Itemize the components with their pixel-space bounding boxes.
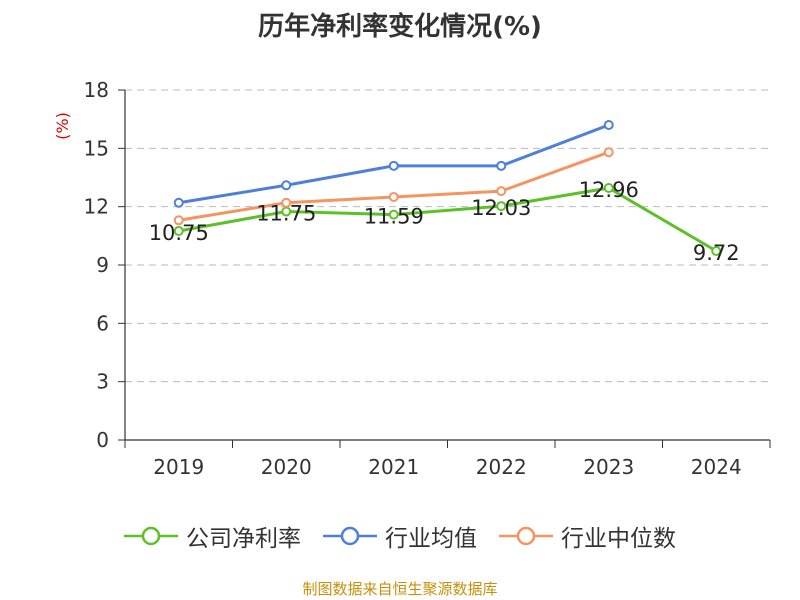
data-point-series-1 xyxy=(603,183,614,193)
legend-item-industry-median[interactable]: 行业中位数 xyxy=(499,519,676,553)
data-point-series-3 xyxy=(388,191,399,202)
legend-label: 行业均值 xyxy=(385,526,477,552)
data-label: 9.72 xyxy=(693,241,740,265)
data-label: 12.03 xyxy=(471,196,531,220)
data-label: 10.75 xyxy=(149,221,209,245)
y-tick-label: 12 xyxy=(84,195,109,219)
data-point-series-1 xyxy=(388,209,399,220)
x-tick-label: 2020 xyxy=(261,455,312,479)
legend-line-marker-icon xyxy=(124,526,178,546)
data-point-series-1 xyxy=(496,201,507,212)
x-tick-label: 2023 xyxy=(583,455,634,479)
y-tick-label: 9 xyxy=(96,253,109,277)
y-tick-label: 15 xyxy=(84,136,109,160)
data-point-series-2 xyxy=(603,120,614,130)
chart-title: 历年净利率变化情况(%) xyxy=(258,12,542,42)
data-point-series-3 xyxy=(496,186,507,197)
x-tick-label: 2024 xyxy=(691,455,742,479)
x-tick-label: 2021 xyxy=(368,455,419,479)
legend-line-marker-icon xyxy=(499,526,553,546)
data-point-series-2 xyxy=(388,160,399,171)
data-point-series-2 xyxy=(173,197,184,208)
source-note: 制图数据来自恒生聚源数据库 xyxy=(302,580,498,598)
data-label: 11.75 xyxy=(256,202,316,226)
legend-line-marker-icon xyxy=(323,526,377,546)
data-point-series-1 xyxy=(173,225,184,236)
y-tick-label: 18 xyxy=(84,78,109,102)
data-point-series-2 xyxy=(281,180,292,191)
x-tick-label: 2022 xyxy=(476,455,527,479)
data-point-series-3 xyxy=(281,197,292,208)
x-tick-label: 2019 xyxy=(153,455,204,479)
y-tick-label: 0 xyxy=(96,428,109,452)
data-point-series-3 xyxy=(173,215,184,226)
legend-label: 行业中位数 xyxy=(561,526,676,552)
y-tick-label: 3 xyxy=(96,370,109,394)
data-label: 11.59 xyxy=(364,205,424,229)
data-point-series-1 xyxy=(711,246,722,256)
legend-item-company[interactable]: 公司净利率 xyxy=(124,519,301,553)
legend-label: 公司净利率 xyxy=(186,526,301,552)
data-label: 12.96 xyxy=(579,178,639,202)
legend-item-industry-mean[interactable]: 行业均值 xyxy=(323,519,477,553)
data-point-series-2 xyxy=(496,160,507,171)
y-tick-label: 6 xyxy=(96,311,109,335)
series-line-1 xyxy=(178,186,718,253)
y-axis-label: (%) xyxy=(53,112,72,140)
data-point-series-3 xyxy=(603,147,614,158)
legend: 公司净利率 行业均值 行业中位数 xyxy=(0,518,800,554)
